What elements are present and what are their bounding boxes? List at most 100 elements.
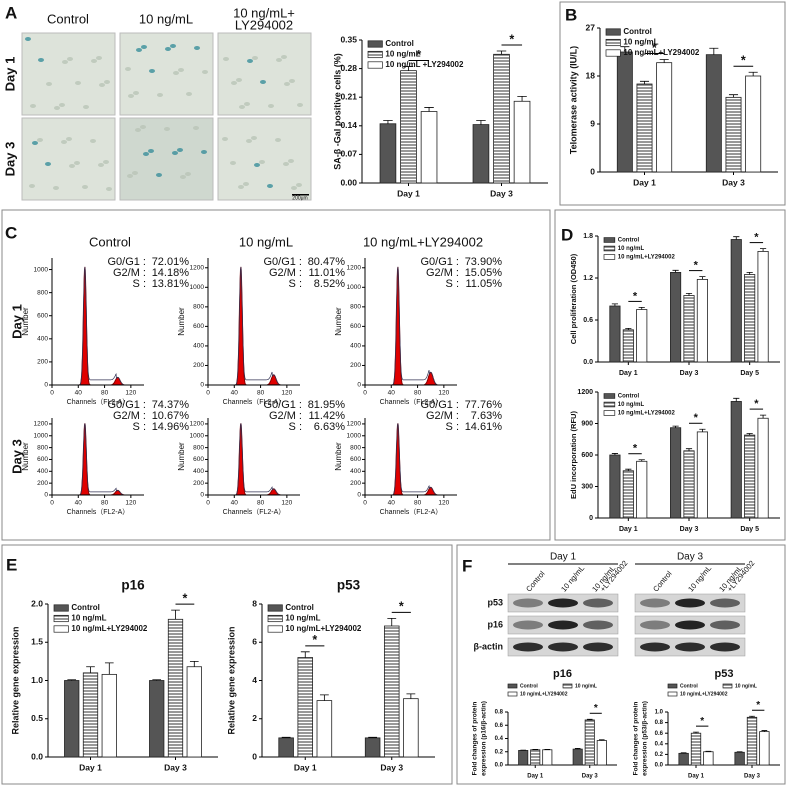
- cell: [69, 164, 75, 168]
- bar: [636, 309, 648, 363]
- legend-swatch: [603, 401, 616, 408]
- y-axis-label: Relative gene expression: [10, 626, 20, 734]
- phase-value: 11.42%: [309, 410, 346, 422]
- phase-label: S :: [446, 421, 459, 433]
- error-bar: [383, 120, 393, 124]
- significance-label: *: [416, 48, 421, 62]
- significance-label: *: [694, 260, 699, 272]
- phase-value: 14.61%: [465, 421, 503, 433]
- cell: [297, 103, 303, 107]
- y-axis-label: Number: [334, 442, 343, 471]
- cell: [180, 175, 186, 179]
- bar: [656, 62, 673, 173]
- error-bar: [746, 433, 753, 436]
- cell: [46, 82, 52, 86]
- y-tick-label: 0: [252, 751, 257, 761]
- cell: [243, 182, 249, 186]
- error-bar: [746, 272, 753, 275]
- y-tick-label: 400: [193, 468, 204, 475]
- y-tick-label: 0: [44, 382, 48, 389]
- bar: [683, 450, 695, 519]
- phase-label: S :: [446, 278, 459, 290]
- blot-band: [583, 598, 613, 608]
- cell: [98, 163, 104, 167]
- legend-swatch: [603, 393, 616, 399]
- y-tick-label: 1000: [347, 284, 362, 291]
- x-tick-label: Day 1: [633, 177, 656, 187]
- legend-swatch: [367, 40, 383, 48]
- x-tick-label: 120: [281, 500, 292, 507]
- cell: [29, 184, 35, 188]
- bar: [609, 305, 621, 363]
- legend-swatch: [267, 604, 283, 612]
- blot-band: [640, 620, 670, 630]
- blot-band: [710, 620, 740, 630]
- scale-bar: [292, 194, 309, 196]
- g1-peak: [235, 423, 247, 496]
- significance-label: *: [633, 290, 638, 302]
- bar: [383, 625, 400, 758]
- y-tick-label: 0.6: [655, 731, 664, 737]
- blot-protein: p16: [487, 619, 503, 629]
- y-tick-label: 1200: [190, 264, 205, 271]
- y-tick-label: 600: [37, 456, 48, 463]
- cell: [170, 44, 176, 48]
- y-tick-label: 0.0: [655, 763, 664, 769]
- x-tick-label: 0: [206, 390, 210, 397]
- blot-protein: β-actin: [474, 641, 504, 651]
- significance-label: *: [756, 700, 760, 711]
- cell: [194, 46, 200, 50]
- y-tick-label: 0.4: [495, 736, 504, 742]
- phase-label: G0/G1 :: [107, 399, 146, 411]
- bar: [596, 740, 607, 766]
- y-axis-label: Number: [21, 442, 30, 471]
- y-axis-label: Number: [177, 442, 186, 471]
- x-axis-label: Channels（FL2-A）: [380, 398, 443, 406]
- y-tick-label: 1200: [34, 421, 49, 428]
- y-tick-label: 0: [357, 492, 361, 499]
- x-tick-label: Day 1: [527, 774, 544, 780]
- flow-column-title: Control: [89, 234, 131, 249]
- x-tick-label: Day 3: [680, 526, 699, 533]
- phase-value: 7.63%: [471, 410, 502, 422]
- y-tick-label: 1000: [347, 432, 362, 439]
- y-tick-label: 600: [350, 456, 361, 463]
- x-tick-label: 0: [363, 500, 367, 507]
- cell: [185, 172, 191, 176]
- significance-label: *: [509, 32, 514, 46]
- y-tick-label: 0.8: [495, 710, 504, 716]
- x-tick-label: Day 1: [397, 188, 420, 198]
- error-bar: [189, 660, 199, 667]
- cell: [202, 70, 208, 74]
- y-tick-label: 0: [357, 382, 361, 389]
- y-tick-label: 800: [193, 444, 204, 451]
- legend-swatch: [53, 625, 69, 633]
- error-bar: [638, 459, 645, 462]
- flow-row-label: Day 1: [9, 304, 24, 339]
- cell: [193, 126, 199, 130]
- error-bar: [638, 307, 645, 310]
- phase-label: G0/G1 :: [263, 256, 302, 268]
- error-bar: [625, 468, 632, 471]
- legend-swatch: [53, 614, 69, 623]
- phase-label: S :: [133, 278, 146, 290]
- bar: [101, 673, 117, 758]
- cell: [156, 173, 162, 177]
- y-axis-label: Number: [334, 307, 343, 336]
- x-tick-label: Day 3: [164, 762, 187, 772]
- y-tick-label: 800: [350, 304, 361, 311]
- g1-peak: [392, 423, 404, 496]
- cell: [149, 69, 155, 73]
- error-bar: [403, 66, 414, 71]
- legend-label: 10 ng/mL: [575, 683, 597, 689]
- micrograph: [21, 32, 116, 116]
- error-bar: [699, 276, 706, 280]
- y-tick-label: 8: [252, 598, 257, 608]
- y-tick-label: 0: [44, 492, 48, 499]
- y-axis-label: SA-β -Gal positive cells (%): [332, 53, 342, 170]
- x-tick-label: 120: [438, 390, 449, 397]
- y-tick-label: 0.0: [583, 359, 593, 366]
- y-tick-label: 0.8: [655, 720, 664, 726]
- x-tick-label: 0: [363, 390, 367, 397]
- cell: [177, 148, 183, 152]
